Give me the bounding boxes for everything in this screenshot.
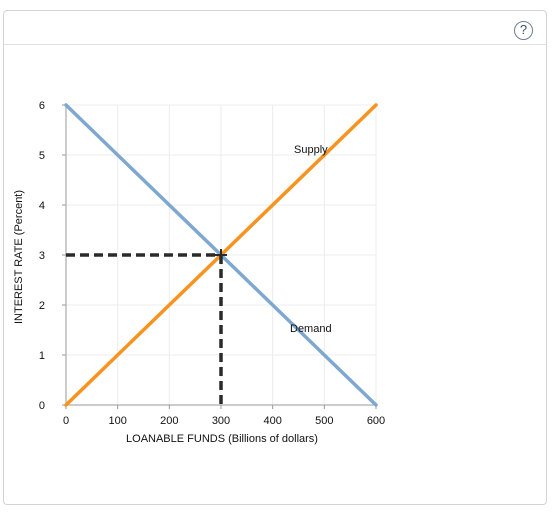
x-tick-label-500: 500 (315, 415, 333, 427)
equilibrium-guides (66, 249, 227, 405)
question-panel (3, 10, 547, 505)
x-tick-label-100: 100 (108, 415, 126, 427)
demand-curve-label: Demand (290, 323, 332, 335)
y-tick-label-3: 3 (39, 250, 45, 262)
y-tick-label-6: 6 (39, 100, 45, 112)
help-button[interactable]: ? (514, 21, 533, 40)
y-axis-title: INTEREST RATE (Percent) (13, 190, 25, 324)
chart-axes: 0 100 200 300 400 500 600 0 1 2 3 4 5 6 (39, 100, 385, 427)
y-tick-label-0: 0 (39, 400, 45, 412)
supply-curve-label: Supply (294, 144, 328, 156)
y-tick-label-5: 5 (39, 150, 45, 162)
x-tick-label-300: 300 (212, 415, 230, 427)
y-tick-label-2: 2 (39, 300, 45, 312)
x-tick-label-0: 0 (63, 415, 69, 427)
x-axis-title: LOANABLE FUNDS (Billions of dollars) (126, 433, 318, 445)
help-icon: ? (519, 22, 528, 37)
y-tick-label-4: 4 (39, 200, 45, 212)
panel-header-divider (4, 44, 546, 45)
x-tick-label-200: 200 (160, 415, 178, 427)
chart-labels: LOANABLE FUNDS (Billions of dollars) INT… (13, 144, 332, 445)
x-tick-label-600: 600 (367, 415, 385, 427)
y-tick-label-1: 1 (39, 350, 45, 362)
x-tick-label-400: 400 (263, 415, 281, 427)
